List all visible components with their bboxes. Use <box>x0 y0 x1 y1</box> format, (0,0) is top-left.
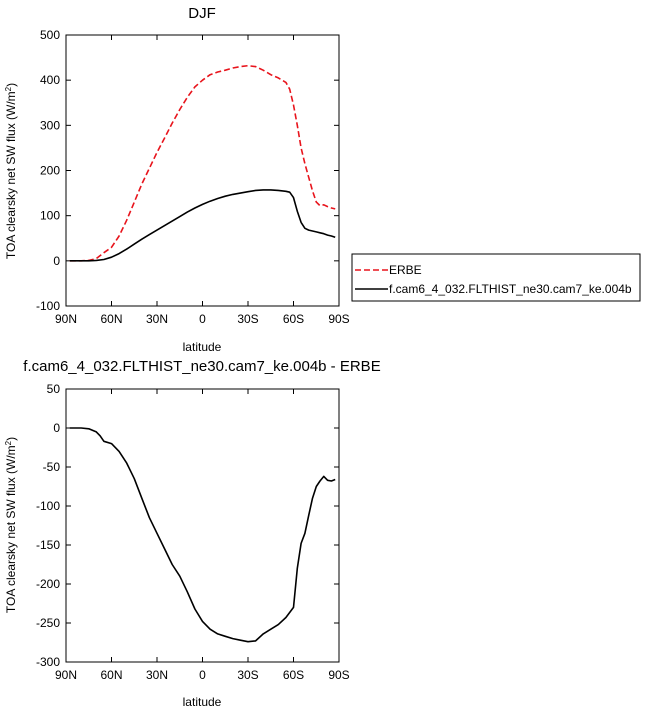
y-tick-label: 50 <box>47 382 61 396</box>
y-tick-label: 500 <box>40 28 60 42</box>
y-tick-label: 0 <box>53 421 60 435</box>
x-tick-label: 90N <box>55 312 77 326</box>
x-tick-label: 60N <box>100 312 122 326</box>
legend-box <box>351 253 641 302</box>
series-line-1 <box>69 64 336 262</box>
y-tick-label: 400 <box>40 73 60 87</box>
y-tick-label: -150 <box>36 538 60 552</box>
y-axis-label: TOA clearsky net SW flux (W/m2) <box>4 437 18 613</box>
x-tick-label: 60S <box>283 312 304 326</box>
legend-label-erbe: ERBE <box>389 263 422 277</box>
x-axis-label: latitude <box>183 340 222 354</box>
y-axis-label: TOA clearsky net SW flux (W/m2) <box>4 83 18 259</box>
x-tick-label: 90S <box>328 668 349 682</box>
y-tick-label: -100 <box>36 299 60 313</box>
x-tick-label: 90N <box>55 668 77 682</box>
y-tick-label: -200 <box>36 577 60 591</box>
chart-panel-top: DJF -100 0 100 200 300 400 500 90N 60N 30N 0 30S 60… <box>4 5 641 354</box>
series-line-2 <box>69 189 336 262</box>
legend: ERBE f.cam6_4_032.FLTHIST_ne30.cam7_ke.0… <box>351 253 641 302</box>
y-tick-label: 0 <box>53 254 60 268</box>
x-tick-label: 60N <box>100 668 122 682</box>
x-tick-label: 0 <box>199 312 206 326</box>
x-axis-label: latitude <box>183 695 222 709</box>
x-tick-label: 30S <box>237 668 258 682</box>
x-tick-label: 0 <box>199 668 206 682</box>
legend-label-model: f.cam6_4_032.FLTHIST_ne30.cam7_ke.004b <box>389 282 632 296</box>
chart-panel-bottom: f.cam6_4_032.FLTHIST_ne30.cam7_ke.004b -… <box>4 358 381 709</box>
y-tick-label: -100 <box>36 499 60 513</box>
y-tick-label: -300 <box>36 655 60 669</box>
x-tick-label: 30N <box>146 668 168 682</box>
plot-frame <box>65 34 340 307</box>
x-tick-label: 30S <box>237 312 258 326</box>
y-tick-label: -50 <box>43 460 61 474</box>
series-line-1 <box>69 427 336 643</box>
y-tick-label: 200 <box>40 164 60 178</box>
chart-title: f.cam6_4_032.FLTHIST_ne30.cam7_ke.004b -… <box>23 358 380 375</box>
y-tick-label: 300 <box>40 118 60 132</box>
chart-title: DJF <box>188 5 216 22</box>
x-tick-label: 90S <box>328 312 349 326</box>
x-tick-label: 60S <box>283 668 304 682</box>
x-tick-label: 30N <box>146 312 168 326</box>
y-tick-label: 100 <box>40 209 60 223</box>
y-tick-label: -250 <box>36 616 60 630</box>
